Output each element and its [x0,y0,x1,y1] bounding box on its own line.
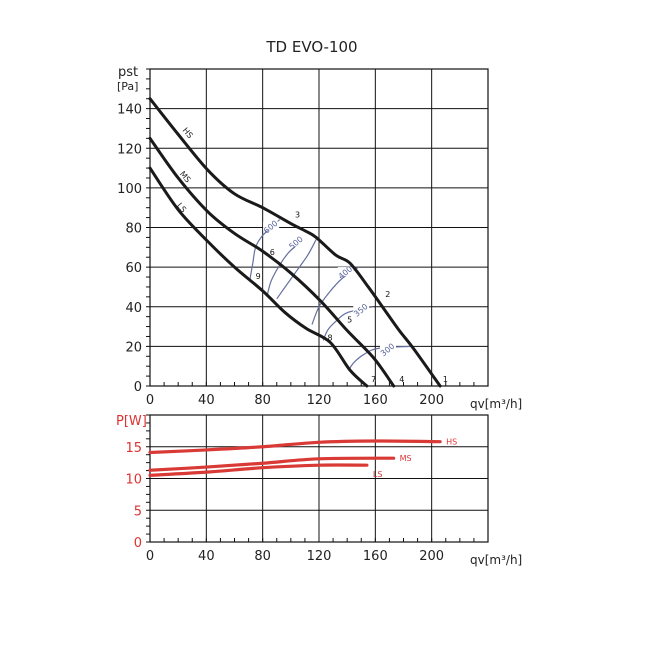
pressure-x-tick-label: 80 [254,393,271,408]
pressure-x-tick-label: 0 [146,393,154,408]
pressure-x-tick-label: 40 [198,393,215,408]
power-curve-ms [148,456,396,472]
pressure-y-tick-label: 40 [125,301,142,316]
pressure-axis-symbol: pst [118,65,138,80]
iso-label-bg [353,304,370,314]
operating-point-label: 1 [443,375,448,384]
pressure-y-tick-label: 120 [117,142,142,157]
pressure-axis-unit: [Pa] [117,80,138,93]
pressure-y-tick-label: 20 [125,340,142,355]
power-y-tick-label: 0 [134,536,142,551]
pressure-x-tick-label: 200 [419,393,444,408]
operating-point-label: 3 [295,211,300,220]
pressure-x-tick-label: 120 [307,393,332,408]
power-axis-label: P[W] [116,414,147,429]
pressure-y-tick-label: 80 [125,222,142,237]
sound-iso-label: 500 [287,235,304,252]
pressure-y-tick-label: 60 [125,261,142,276]
power-x-tick-label: 160 [363,549,388,564]
iso-label-bg [380,344,397,354]
power-x-axis-label: qv[m³/h] [470,553,522,567]
power-curve-ls [148,463,369,477]
iso-label-bg [263,221,280,231]
power-curve-label-ls: LS [373,470,383,479]
operating-point-label: 8 [327,333,332,342]
iso-label-bg [288,237,305,247]
operating-point-label: 2 [385,290,390,299]
sound-iso-line [276,239,317,300]
sound-iso-label: 350 [352,302,369,319]
pressure-curve-hs [148,97,442,388]
operating-point-label: 9 [256,272,261,281]
pressure-curve-ls [148,166,369,388]
operating-point-label: 6 [270,248,275,257]
pressure-x-axis-label: qv[m³/h] [470,397,522,411]
power-curve-label-ms: MS [400,454,412,463]
operating-point-label: 5 [347,316,352,325]
operating-point-label: 4 [399,375,404,384]
operating-point-label: 7 [371,375,376,384]
power-x-tick-label: 80 [254,549,271,564]
iso-label-bg [337,267,354,277]
pressure-y-tick-label: 100 [117,182,142,197]
sound-iso-label: 600 [262,219,279,236]
pressure-y-tick-label: 140 [117,103,142,118]
power-y-tick-label: 15 [125,441,142,456]
pressure-curve-ms [148,136,396,388]
power-y-tick-label: 10 [125,473,142,488]
power-curve-hs [148,439,442,455]
power-x-tick-label: 200 [419,549,444,564]
power-curve-label-hs: HS [446,438,457,447]
pressure-x-tick-label: 160 [363,393,388,408]
power-x-tick-label: 0 [146,549,154,564]
power-x-tick-label: 120 [307,549,332,564]
pressure-y-tick-label: 0 [134,380,142,395]
chart-title: TD EVO-100 [265,38,357,56]
power-x-tick-label: 40 [198,549,215,564]
pressure-curve-label-ls: LS [175,201,188,214]
power-y-tick-label: 5 [134,504,142,519]
sound-iso-label: 300 [379,342,396,359]
